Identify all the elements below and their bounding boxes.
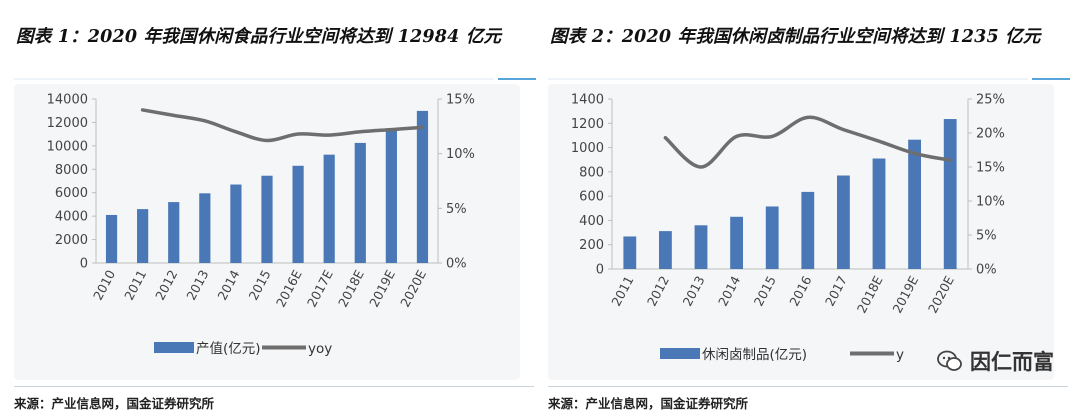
legend-bar-swatch: [154, 342, 194, 353]
bar-2019E: [908, 139, 922, 269]
x-tick-label: 2020E: [925, 273, 957, 315]
y-left-tick-label: 2000: [55, 233, 88, 248]
y-left-tick-label: 1200: [571, 117, 604, 132]
y-right-tick-label: 15%: [976, 161, 1005, 176]
bar-2020E: [416, 110, 429, 263]
bar-2011: [137, 209, 149, 263]
y-right-tick-label: 5%: [976, 229, 997, 244]
chart-2-source: 来源：产业信息网，国金证券研究所: [548, 386, 1068, 412]
chart-1-source: 来源：产业信息网，国金证券研究所: [14, 386, 534, 412]
bar-2011: [623, 236, 637, 269]
bar-2012: [658, 231, 672, 269]
x-tick-label: 2016: [786, 273, 814, 308]
bar-2019E: [385, 128, 397, 263]
chart-2-area: 0 200 400 600 800 1000 1200 1400 0% 5% 10% 15% 20% 25…: [548, 84, 1054, 380]
watermark-text: 因仁而富: [970, 350, 1054, 374]
bar-2015: [261, 175, 273, 263]
chart-1-title: 图表 1：2020 年我国休闲食品行业空间将达到 12984 亿元: [16, 27, 502, 47]
bar-2017E: [323, 154, 335, 263]
y-left-tick-label: 10000: [47, 139, 88, 154]
x-tick-label: 2013: [183, 267, 211, 302]
x-tick-label: 2014: [214, 267, 242, 302]
y-left-tick-label: 8000: [55, 163, 88, 178]
legend-line-label: y: [896, 347, 904, 363]
x-tick-label: 2014: [715, 273, 743, 308]
bar-2018E: [354, 142, 366, 263]
watermark: 因仁而富: [936, 346, 1054, 376]
legend-bar-swatch: [660, 348, 700, 359]
wechat-icon: [937, 350, 962, 371]
bar-2016: [801, 191, 815, 269]
bar-2020E: [943, 119, 957, 270]
chart-2-svg: 0 200 400 600 800 1000 1200 1400 0% 5% 10% 15% 20% 25…: [571, 93, 1005, 364]
chart-1-area: 0 2000 4000 6000 8000 10000 12000 14000 0% 5% 10% 1…: [14, 84, 520, 380]
y-right-tick-label: 5%: [446, 202, 467, 217]
chart-panel-1: 图表 1：2020 年我国休闲食品行业空间将达到 12984 亿元 0 2000 4…: [14, 0, 536, 414]
x-tick-label: 2013: [679, 273, 707, 308]
x-tick-label: 2010: [90, 267, 118, 302]
x-tick-label: 2018E: [854, 273, 886, 315]
y-left-tick-label: 6000: [55, 186, 88, 201]
y-left-tick-label: 14000: [47, 93, 88, 108]
x-tick-label: 2019E: [889, 273, 921, 315]
yoy-line: [663, 115, 952, 169]
y-right-tick-label: 10%: [446, 147, 475, 162]
y-left-tick-label: 4000: [55, 210, 88, 225]
x-tick-label: 2018E: [335, 267, 367, 309]
x-tick-label: 2017: [822, 273, 850, 308]
x-tick-label: 2011: [608, 273, 636, 308]
title-rule-accent: [1032, 78, 1070, 80]
yoy-line: [140, 108, 425, 143]
y-right-tick-label: 0%: [446, 257, 467, 272]
y-right-tick-label: 10%: [976, 195, 1005, 210]
chart-panel-2: 图表 2：2020 年我国休闲卤制品行业空间将达到 1235 亿元 0 200 40…: [548, 0, 1070, 414]
bar-2010: [105, 214, 118, 263]
x-tick-label: 2015: [245, 267, 273, 302]
y-left-tick-label: 400: [579, 214, 604, 229]
y-left-tick-label: 600: [579, 190, 604, 205]
x-tick-label: 2017E: [304, 267, 336, 309]
y-left-tick-label: 1400: [571, 93, 604, 108]
x-tick-label: 2012: [152, 267, 180, 302]
bar-2014: [730, 216, 744, 269]
legend-bar-label: 休闲卤制品(亿元): [702, 347, 807, 363]
bar-2012: [168, 202, 180, 263]
y-left-tick-label: 800: [579, 165, 604, 180]
chart-1-svg: 0 2000 4000 6000 8000 10000 12000 14000 0% 5% 10% 1…: [47, 93, 475, 358]
x-tick-label: 2016E: [273, 267, 305, 309]
x-tick-label: 2015: [751, 273, 779, 308]
bar-2014: [230, 184, 242, 263]
legend-bar-label: 产值(亿元): [196, 341, 261, 357]
y-left-tick-label: 0: [80, 257, 88, 272]
bar-2018E: [872, 158, 886, 269]
y-left-tick-label: 12000: [47, 116, 88, 131]
chart-2-title: 图表 2：2020 年我国休闲卤制品行业空间将达到 1235 亿元: [550, 27, 1041, 47]
bar-2013: [694, 225, 708, 269]
title-rule: [548, 78, 1028, 80]
y-right-tick-label: 25%: [976, 93, 1005, 108]
bar-2017: [836, 175, 850, 269]
bar-2016E: [292, 165, 304, 263]
x-tick-label: 2012: [644, 273, 672, 308]
y-right-tick-label: 15%: [446, 93, 475, 108]
title-rule: [14, 78, 494, 80]
x-tick-label: 2011: [121, 267, 149, 302]
title-rule-accent: [498, 78, 536, 80]
x-tick-label: 2020E: [397, 267, 429, 309]
y-left-tick-label: 200: [579, 238, 604, 253]
bar-2013: [199, 193, 211, 263]
y-left-tick-label: 1000: [571, 141, 604, 156]
bar-2015: [765, 206, 779, 269]
y-right-tick-label: 20%: [976, 127, 1005, 142]
x-tick-label: 2019E: [366, 267, 398, 309]
y-right-tick-label: 0%: [976, 263, 997, 278]
y-left-tick-label: 0: [596, 263, 604, 278]
legend-line-label: yoy: [308, 341, 332, 357]
